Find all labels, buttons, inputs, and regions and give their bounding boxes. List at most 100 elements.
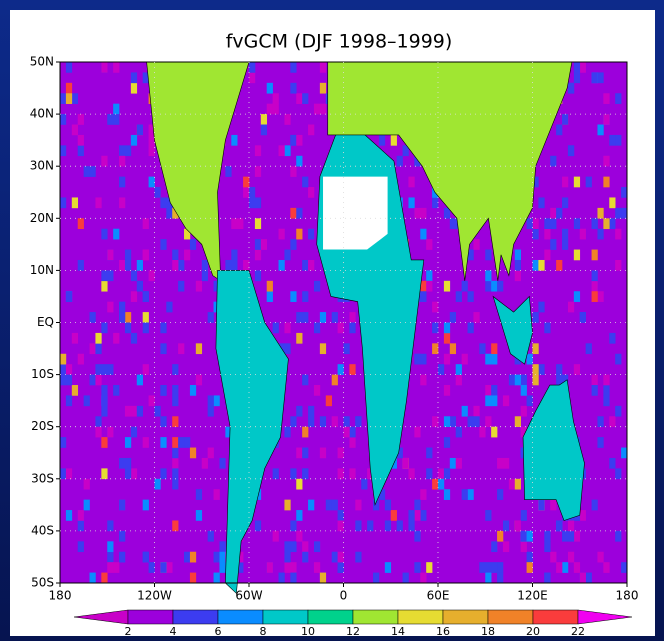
- cell: [178, 437, 185, 448]
- colorbar-bin: [172, 609, 219, 625]
- cell: [420, 207, 427, 219]
- colorbar-label: 12: [346, 625, 360, 638]
- cell: [130, 72, 138, 84]
- cell: [597, 207, 604, 219]
- cell: [272, 103, 279, 115]
- cell: [325, 395, 332, 407]
- cell: [603, 218, 610, 230]
- cell: [526, 353, 533, 365]
- cell: [538, 197, 545, 209]
- cell: [455, 374, 462, 386]
- cell: [77, 134, 84, 146]
- cell: [591, 218, 598, 230]
- cell: [308, 416, 315, 427]
- cell: [113, 228, 120, 240]
- cell: [467, 291, 474, 302]
- cell: [178, 280, 185, 292]
- cell: [172, 395, 179, 407]
- cell: [278, 259, 285, 271]
- cell: [414, 510, 421, 521]
- colorbar-bin: [487, 609, 534, 625]
- cell: [243, 187, 250, 198]
- colorbar-bin: [307, 609, 354, 625]
- cell: [573, 562, 581, 573]
- cell: [567, 530, 575, 542]
- cell: [154, 478, 161, 490]
- cell: [597, 551, 604, 563]
- cell: [107, 270, 114, 282]
- cell: [567, 520, 575, 532]
- cell: [514, 249, 521, 261]
- cell: [621, 207, 628, 219]
- cell: [213, 572, 220, 584]
- cell: [284, 551, 291, 563]
- cell: [113, 385, 120, 396]
- colorbar-bin: [217, 609, 264, 625]
- cell: [532, 312, 539, 323]
- cell: [130, 405, 138, 417]
- cell: [142, 364, 149, 375]
- cell: [65, 395, 73, 407]
- cell: [237, 218, 244, 230]
- cell: [148, 562, 155, 573]
- cell: [237, 562, 244, 573]
- cell: [71, 124, 79, 136]
- cell: [89, 343, 96, 355]
- cell: [124, 437, 132, 448]
- cell: [254, 145, 262, 157]
- cell: [254, 239, 262, 250]
- cell: [119, 155, 126, 167]
- colorbar-label: 16: [436, 625, 450, 638]
- cell: [355, 551, 362, 563]
- cell: [396, 520, 403, 532]
- cell: [508, 374, 516, 386]
- cell: [562, 374, 569, 386]
- cell: [119, 176, 126, 188]
- cell: [550, 551, 557, 563]
- cell: [266, 103, 273, 115]
- cell: [160, 437, 167, 448]
- cell: [313, 322, 321, 334]
- cell: [485, 280, 492, 292]
- cell: [272, 93, 279, 104]
- cell: [296, 155, 303, 167]
- cell: [195, 510, 203, 521]
- cell: [172, 457, 179, 469]
- lat-label: 40N: [30, 107, 54, 121]
- cell: [609, 197, 616, 209]
- cell: [591, 499, 598, 511]
- cell: [426, 468, 433, 480]
- cell: [514, 259, 521, 271]
- cell: [573, 364, 581, 375]
- cell: [142, 291, 149, 302]
- lat-label: 20S: [31, 419, 54, 433]
- colorbar-label: 14: [391, 625, 405, 638]
- cell: [491, 385, 498, 396]
- colorbar-bin: [127, 609, 174, 625]
- cell: [160, 239, 167, 250]
- colorbar-bin: [352, 609, 399, 625]
- cell: [260, 124, 268, 136]
- cell: [119, 530, 126, 542]
- cell: [402, 457, 409, 469]
- cell: [485, 353, 492, 365]
- cell: [585, 343, 592, 355]
- cell: [467, 322, 474, 334]
- cell: [414, 530, 421, 542]
- cell: [331, 374, 338, 386]
- cell: [302, 259, 309, 271]
- cell: [562, 530, 569, 542]
- cell: [514, 520, 521, 532]
- cell: [343, 416, 350, 427]
- cell: [367, 468, 374, 480]
- cell: [119, 457, 126, 469]
- cell: [89, 572, 96, 584]
- cell: [426, 562, 433, 573]
- cell: [172, 478, 179, 490]
- cell: [615, 405, 622, 417]
- lat-label: 40S: [31, 523, 54, 537]
- cell: [201, 457, 208, 469]
- cell: [172, 385, 179, 396]
- cell: [89, 166, 96, 177]
- cell: [207, 447, 214, 459]
